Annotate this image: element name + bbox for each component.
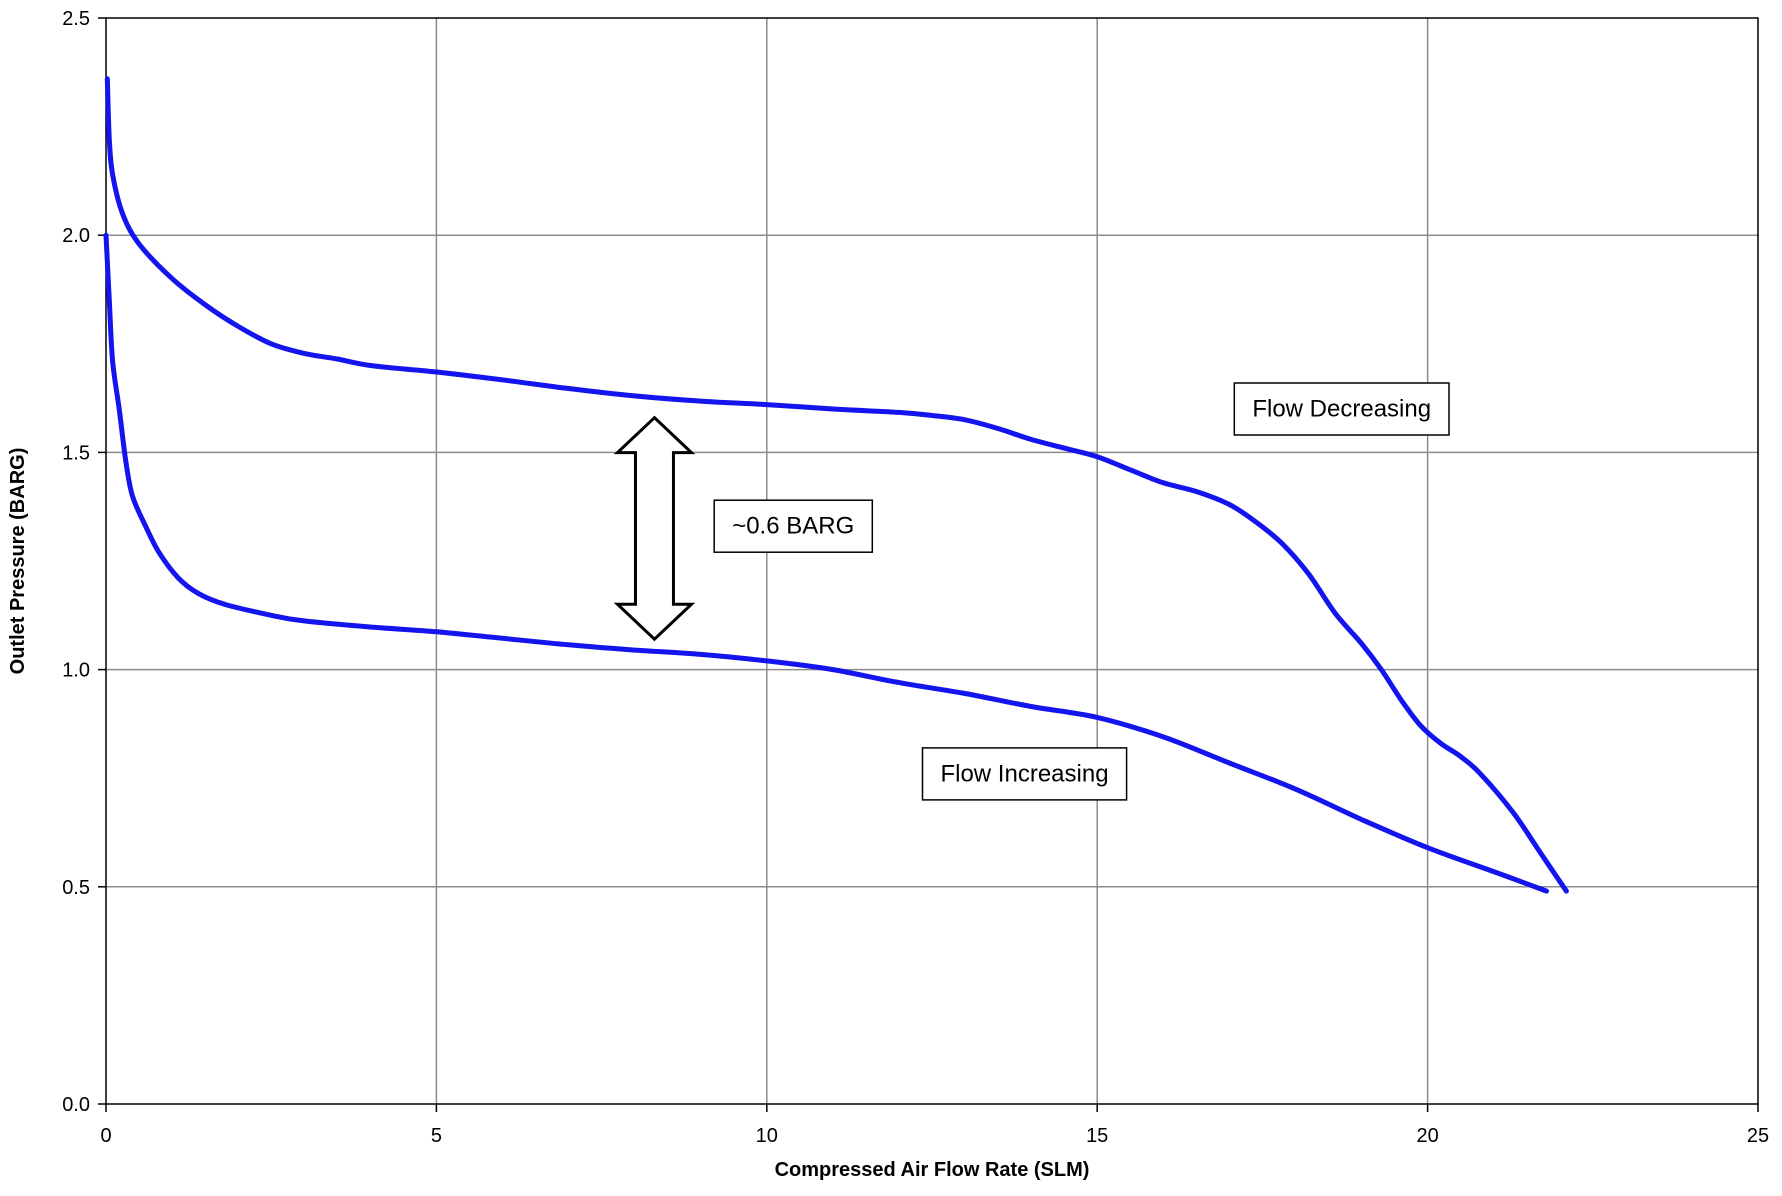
- x-tick-label: 20: [1416, 1125, 1438, 1147]
- gridlines: [106, 18, 1758, 1104]
- x-tick-label: 15: [1086, 1125, 1108, 1147]
- y-tick-label: 0.0: [62, 1094, 90, 1116]
- annotation-flow-increasing: Flow Increasing: [921, 747, 1128, 801]
- y-axis-ticks: 0.0 0.5 1.0 1.5 2.0 2.5: [62, 8, 106, 1116]
- y-tick-label: 1.0: [62, 660, 90, 682]
- annotation-label: Flow Increasing: [940, 760, 1108, 787]
- series-flow-increasing-line: [103, 232, 1549, 894]
- annotation-box: [1233, 382, 1450, 436]
- plot-area-frame: [105, 17, 1759, 1105]
- y-tick-label: 2.5: [62, 8, 90, 30]
- series-flow-decreasing-line: [104, 76, 1569, 894]
- double-arrow-icon: [613, 415, 696, 642]
- x-tick-label: 10: [756, 1125, 778, 1147]
- annotation-label: ~0.6 BARG: [732, 513, 854, 540]
- y-axis-label: Outlet Pressure (BARG): [7, 448, 29, 675]
- x-tick-label: 5: [431, 1125, 442, 1147]
- annotation-flow-decreasing: Flow Decreasing: [1233, 382, 1450, 436]
- y-tick-label: 0.5: [62, 877, 90, 899]
- annotation-box: [713, 499, 874, 553]
- annotation-pressure-difference: ~0.6 BARG: [713, 499, 874, 553]
- annotation-box: [921, 747, 1128, 801]
- y-tick-label: 1.5: [62, 442, 90, 464]
- annotation-label: Flow Decreasing: [1252, 395, 1431, 422]
- x-tick-label: 0: [100, 1125, 111, 1147]
- series-layer: [103, 76, 1569, 894]
- x-tick-label: 25: [1747, 1125, 1769, 1147]
- x-axis-ticks: 0 5 10 15 20 25: [100, 1104, 1769, 1147]
- y-tick-label: 2.0: [62, 225, 90, 247]
- x-axis-label: Compressed Air Flow Rate (SLM): [775, 1159, 1090, 1181]
